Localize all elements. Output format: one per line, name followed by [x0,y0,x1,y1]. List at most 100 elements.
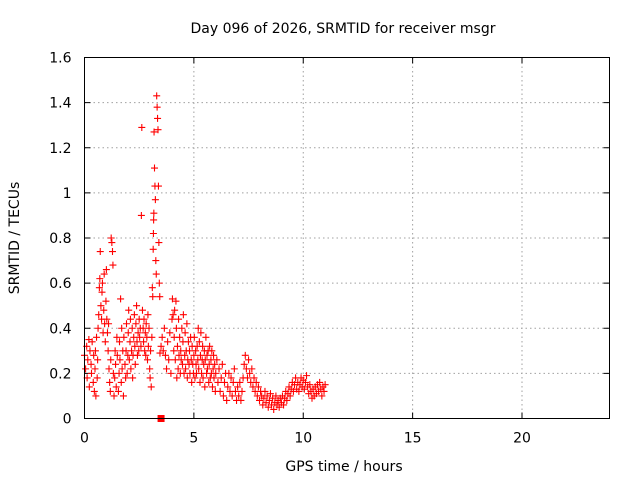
data-point [205,378,213,386]
data-point [141,329,149,337]
data-point [217,374,225,382]
data-point [152,257,160,265]
data-point [197,329,205,337]
data-point [147,383,155,391]
data-point [188,378,196,386]
data-point [149,245,157,253]
data-point [98,279,106,287]
data-point [166,329,174,337]
data-point [98,288,106,296]
data-point [142,351,150,359]
data-point [206,342,214,350]
data-point [165,356,173,364]
data-point [179,311,187,319]
y-axis-label: SRMTID / TECUs [7,182,23,295]
data-point [115,369,123,377]
data-point [227,374,235,382]
data-point [229,378,237,386]
data-point [301,378,309,386]
data-point [97,302,105,310]
data-point [128,324,136,332]
data-point [160,324,168,332]
data-point [173,342,181,350]
data-point [82,365,90,373]
data-point [107,234,115,242]
data-point [126,315,134,323]
data-point [105,320,113,328]
data-point [93,374,101,382]
y-tick-label: 1.4 [49,96,71,112]
data-point [130,311,138,319]
data-point [123,369,131,377]
data-point [164,338,172,346]
data-point [243,374,251,382]
data-point [183,374,191,382]
data-point [145,324,153,332]
data-point [155,279,163,287]
data-point [114,387,122,395]
data-point [155,239,163,247]
data-point [138,306,146,314]
data-point [146,365,154,373]
data-point [148,284,156,292]
data-point [159,347,167,355]
data-point [303,372,311,380]
data-point [153,92,161,100]
data-point [94,324,102,332]
data-point [190,333,198,341]
data-point [211,360,219,368]
data-point [266,390,274,398]
data-point [107,356,115,364]
data-point [195,338,203,346]
data-point [275,403,283,411]
data-points [81,92,329,413]
data-point [103,315,111,323]
data-point [117,378,125,386]
data-point [171,356,179,364]
data-point [108,239,116,247]
data-point [224,383,232,391]
data-point [129,374,137,382]
data-point [136,333,144,341]
data-point [245,356,253,364]
data-point [196,378,204,386]
data-point [127,365,135,373]
x-axis-label: GPS time / hours [285,459,402,475]
data-point [215,365,223,373]
data-point [216,387,224,395]
data-point [238,387,246,395]
data-point [112,360,120,368]
data-point [196,351,204,359]
x-tick-label: 5 [189,431,198,447]
data-point [150,216,158,224]
data-point [175,315,183,323]
data-point [149,293,157,301]
y-tick-label: 0.2 [49,366,71,382]
data-point [163,365,171,373]
data-point [187,356,195,364]
data-point [131,342,139,350]
data-point [213,356,221,364]
data-point [199,342,207,350]
grid [84,57,610,419]
data-point [256,396,263,404]
data-point [106,378,114,386]
data-point [91,365,99,373]
data-point [111,347,119,355]
data-point [183,320,191,328]
plot-frame [84,57,610,419]
data-point [230,365,238,373]
data-point [111,374,119,382]
data-point [149,229,157,237]
data-point [199,374,207,382]
data-point [219,392,227,400]
data-point [87,360,95,368]
data-point [184,338,192,346]
data-point [286,392,294,400]
y-tick-label: 1.6 [49,51,71,67]
data-point [172,297,180,305]
data-point [318,392,326,400]
data-point [254,383,262,391]
data-point [138,123,146,131]
